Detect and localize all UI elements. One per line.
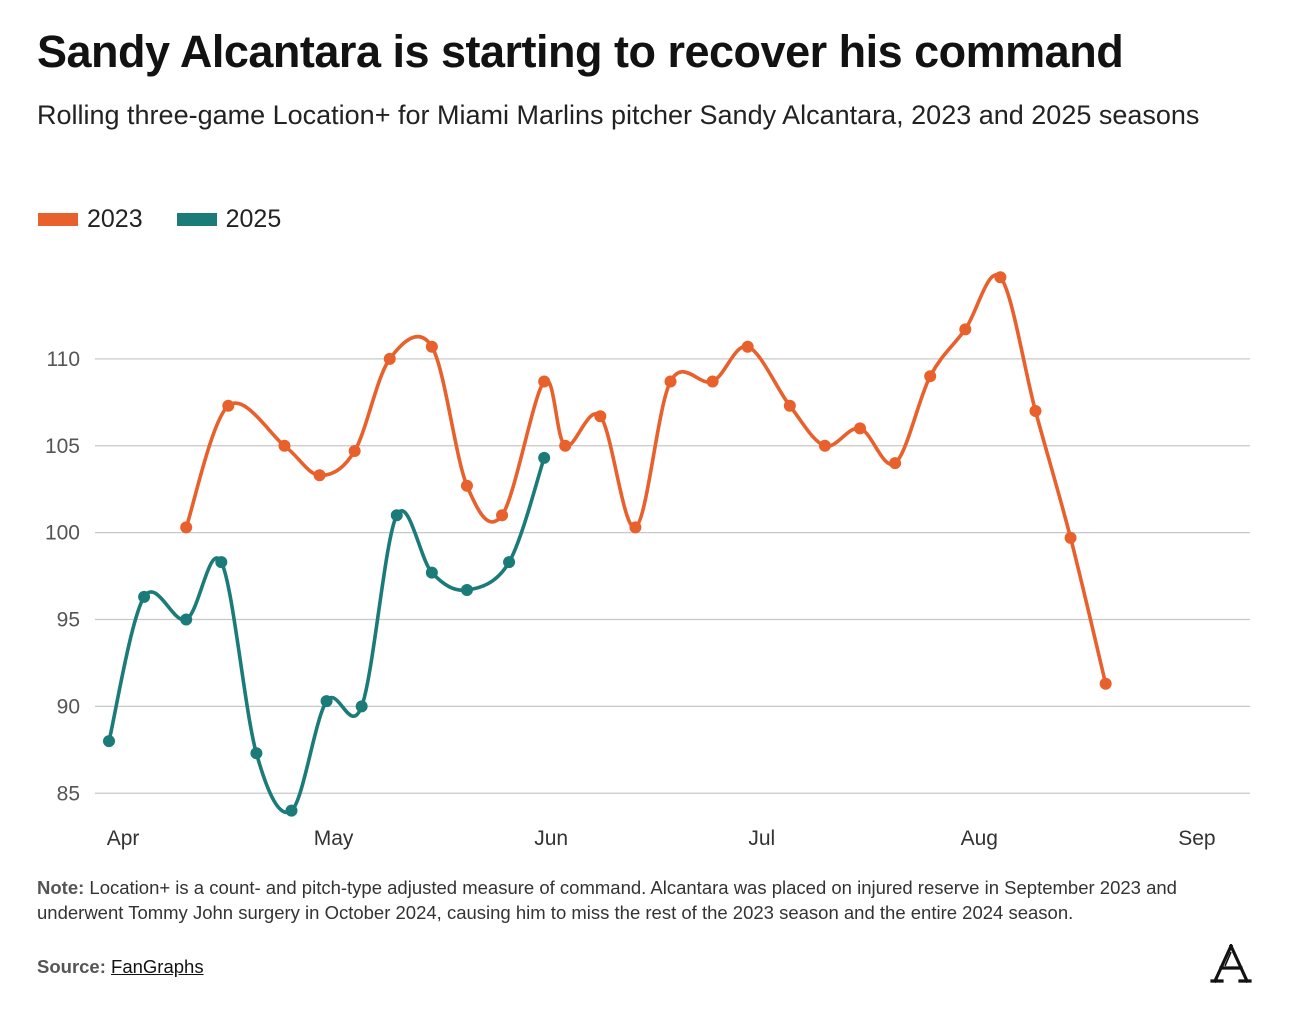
data-point-2025-0 [103,735,115,748]
legend-swatch-2023 [38,213,78,226]
data-point-2025-5 [285,804,298,817]
point-layer [103,271,1112,817]
data-point-2025-1 [138,590,151,603]
data-point-2023-17 [818,439,831,452]
data-point-2023-4 [348,444,361,457]
data-point-2023-13 [664,375,677,388]
data-point-2023-1 [222,399,235,412]
line-layer [107,273,1108,815]
data-point-2025-4 [250,747,263,760]
data-point-2025-7 [355,700,368,713]
data-point-2023-23 [1029,405,1042,417]
x-tick-label-jun: Jun [534,827,568,850]
legend: 2023 2025 [38,205,315,234]
x-tick-label-aug: Aug [961,827,998,850]
data-point-2025-11 [503,556,516,569]
chart-subtitle: Rolling three-game Location+ for Miami M… [37,100,1200,130]
data-point-2025-3 [215,556,228,569]
grid-layer [95,358,1250,794]
y-tick-label-100: 100 [45,522,80,545]
data-point-2023-19 [889,457,902,470]
x-tick-label-apr: Apr [107,827,140,850]
data-point-2023-2 [278,439,291,452]
y-tick-label-90: 90 [57,695,80,718]
source-label: Source: [37,956,106,977]
data-point-2023-20 [924,370,937,383]
y-tick-label-105: 105 [45,435,80,458]
legend-swatch-2025 [176,213,217,226]
legend-item-2025: 2025 [176,205,282,234]
data-point-2025-8 [390,509,403,522]
data-point-2025-2 [180,613,193,626]
data-point-2023-14 [706,375,719,388]
data-point-2025-12 [538,451,551,464]
athletic-logo-icon [1210,944,1252,984]
data-point-2025-9 [425,566,438,579]
y-tick-label-85: 85 [57,782,80,805]
data-point-2023-9 [538,375,551,388]
data-point-2023-15 [741,340,754,353]
data-point-2023-5 [383,352,396,365]
source-line: Source: FanGraphs [37,956,204,978]
data-point-2025-6 [320,695,333,708]
data-point-2023-16 [783,399,796,412]
source-link[interactable]: FanGraphs [111,956,204,977]
data-point-2023-8 [496,509,509,522]
x-tick-label-jul: Jul [748,827,775,850]
series-line-2023 [184,273,1108,686]
x-tick-label-sep: Sep [1178,827,1215,850]
data-point-2023-6 [425,340,438,353]
y-tick-label-95: 95 [57,609,80,632]
data-point-2023-3 [313,469,326,482]
chart-title: Sandy Alcantara is starting to recover h… [37,26,1124,77]
legend-label-2025: 2025 [225,205,282,233]
data-point-2023-25 [1099,677,1112,690]
data-point-2023-11 [594,410,607,423]
legend-item-2023: 2023 [38,205,143,234]
note-text: Location+ is a count- and pitch-type adj… [37,877,1177,923]
data-point-2023-7 [460,479,473,492]
data-point-2025-10 [460,583,473,596]
axis-layer: 85 90 95 100 105 110 Apr May Jun Jul Aug Sep [45,348,1216,850]
note-label: Note: [37,877,85,898]
y-tick-label-110: 110 [47,348,80,371]
x-tick-label-may: May [314,827,354,850]
data-point-2023-12 [629,521,642,534]
data-point-2023-18 [854,422,867,435]
data-point-2023-22 [994,271,1007,284]
line-chart: 85 90 95 100 105 110 Apr May Jun Jul Aug Sep [45,271,1250,850]
legend-label-2023: 2023 [87,205,143,233]
data-point-2023-21 [959,323,972,336]
data-point-2023-10 [559,439,572,452]
data-point-2023-0 [180,521,193,534]
chart-note: Note: Location+ is a count- and pitch-ty… [37,876,1227,925]
data-point-2023-24 [1064,531,1077,544]
